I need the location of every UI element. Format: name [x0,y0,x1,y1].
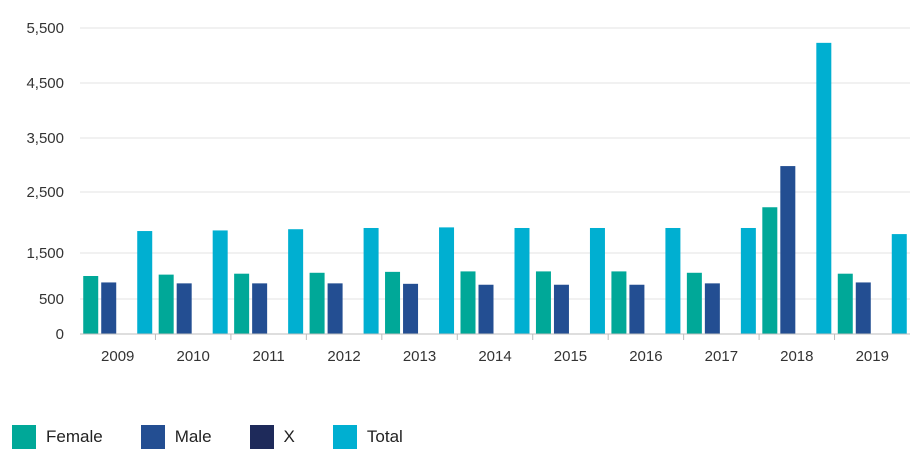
y-tick-label: 3,500 [26,130,64,147]
bar-female-2015[interactable] [535,271,551,334]
bar-total-2012[interactable] [363,227,379,334]
x-tick-label: 2013 [403,348,436,365]
legend-item-x[interactable]: X [249,425,295,449]
bar-male-2009[interactable] [101,282,117,334]
bar-female-2019[interactable] [837,273,853,334]
bar-female-2011[interactable] [234,273,250,334]
bar-total-2018[interactable] [816,42,832,334]
legend-label-female: Female [46,427,103,446]
legend: Female Male X Total [12,425,441,449]
bar-total-2019[interactable] [891,234,907,334]
y-axis-ticks: 0 500 1,500 2,500 3,500 4,500 5,500 [26,20,64,343]
bar-male-2011[interactable] [252,283,268,334]
bar-male-2013[interactable] [403,283,419,334]
x-tick-label: 2012 [327,348,360,365]
bar-total-2010[interactable] [212,230,228,334]
bar-male-2014[interactable] [478,284,494,334]
y-tick-label: 500 [39,291,64,308]
legend-swatch-male [140,425,165,449]
bar-series [83,42,907,334]
x-tick-label: 2019 [856,348,889,365]
y-tick-label: 1,500 [26,245,64,262]
bar-male-2016[interactable] [629,284,645,334]
x-tick-label: 2011 [253,348,285,365]
bar-female-2012[interactable] [309,272,325,334]
legend-swatch-female [12,425,36,449]
legend-label-x: X [283,427,295,446]
x-axis: 2009 2010 2011 2012 2013 2014 2015 2016 2017 2018… [80,333,910,365]
y-tick-label: 4,500 [26,75,64,92]
bar-female-2013[interactable] [385,271,401,334]
bar-total-2014[interactable] [514,227,530,334]
x-tick-label: 2009 [101,348,134,365]
legend-swatch-x [249,425,274,449]
bar-female-2018[interactable] [762,207,778,334]
x-tick-label: 2015 [554,348,587,365]
bar-female-2014[interactable] [460,271,476,334]
bar-female-2016[interactable] [611,271,627,334]
bar-male-2012[interactable] [327,283,343,334]
bar-male-2019[interactable] [855,282,871,334]
bar-total-2013[interactable] [439,227,455,334]
x-tick-label: 2010 [176,348,209,365]
legend-swatch-total [332,425,357,449]
bar-total-2016[interactable] [665,227,681,334]
x-tick-label: 2016 [629,348,662,365]
bar-total-2011[interactable] [288,229,304,334]
legend-item-male[interactable]: Male [140,425,212,449]
bar-total-2009[interactable] [137,231,153,334]
bar-male-2015[interactable] [553,284,569,334]
x-tick-label: 2018 [780,348,813,365]
bar-female-2017[interactable] [686,272,702,334]
legend-label-male: Male [174,427,212,446]
bar-total-2017[interactable] [740,227,756,334]
y-tick-label: 0 [56,326,64,343]
legend-item-female[interactable]: Female [12,425,103,449]
x-tick-label: 2017 [705,348,738,365]
legend-item-total[interactable]: Total [332,425,403,449]
bar-total-2015[interactable] [589,227,605,334]
bar-female-2009[interactable] [83,276,99,334]
bar-male-2010[interactable] [176,283,192,334]
y-tick-label: 5,500 [26,20,64,37]
bar-female-2010[interactable] [158,274,174,334]
bar-male-2017[interactable] [704,283,720,334]
bar-male-2018[interactable] [780,166,796,334]
legend-label-total: Total [366,427,403,446]
y-tick-label: 2,500 [26,184,64,201]
x-tick-label: 2014 [478,348,511,365]
